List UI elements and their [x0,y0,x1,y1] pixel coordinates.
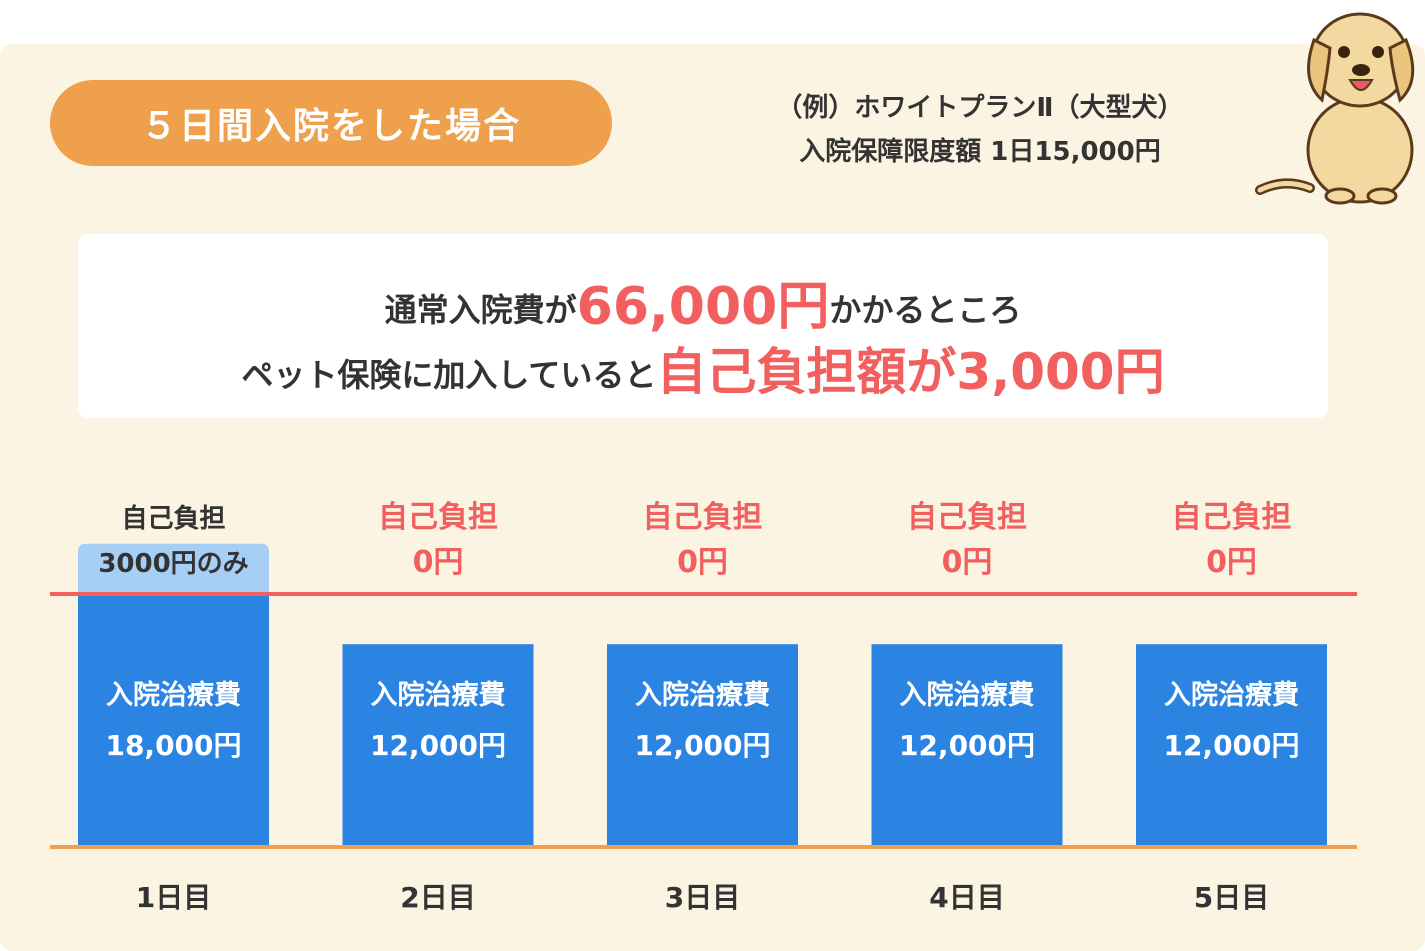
summary-line-2: ペット保険に加入していると自己負担額が3,000円 [78,332,1328,404]
bar-self-pay-day-1 [78,543,269,594]
self-pay-label-title: 自己負担 [643,500,763,535]
bar-label-value: 18,000円 [105,729,241,762]
bar-label-title: 入院治療費 [635,679,770,711]
bar-insured-day-2 [342,644,534,845]
x-tick-label: 2日目 [400,881,475,914]
page-title: ５日間入院をした場合 [50,80,612,166]
bar-label-title: 入院治療費 [900,679,1035,711]
summary-box: 通常入院費が66,000円かかるところ ペット保険に加入していると自己負担額が3… [78,234,1328,418]
plan-name: （例）ホワイトプランⅡ（大型犬） [776,93,1184,123]
bar-insured-day-1 [78,594,269,845]
self-pay-total: 自己負担額が3,000円 [656,343,1165,401]
bar-insured-day-4 [871,644,1063,845]
self-pay-label-title: 自己負担 [378,500,498,535]
self-pay-label-title: 自己負担 [907,500,1027,535]
plan-note: （例）ホワイトプランⅡ（大型犬） 入院保障限度額 1日15,000円 [700,86,1260,174]
bar-label-value: 12,000円 [1163,729,1299,762]
summary-line-1-prefix: 通常入院費が [384,291,577,329]
x-tick-label: 4日目 [929,881,1004,914]
bar-label-value: 12,000円 [899,729,1035,762]
self-pay-label-value: 0円 [677,545,728,580]
bar-label-value: 12,000円 [370,729,506,762]
bar-insured-day-5 [1136,644,1327,845]
plan-limit: 入院保障限度額 1日15,000円 [799,137,1161,167]
self-pay-label-title: 自己負担 [1172,500,1292,535]
bar-label-title: 入院治療費 [106,679,241,711]
normal-cost-amount: 66,000円 [576,277,830,337]
self-pay-label-value: 3000円のみ [98,549,248,579]
dog-illustration-icon [1255,12,1415,205]
bar-label-title: 入院治療費 [371,679,506,711]
summary-line-1-suffix: かかるところ [829,291,1022,329]
summary-line-2-prefix: ペット保険に加入していると [241,356,657,394]
x-tick-label: 5日目 [1194,881,1269,914]
self-pay-label-title: 自己負担 [121,503,225,534]
self-pay-label-value: 0円 [413,545,464,580]
self-pay-label-value: 0円 [1206,545,1257,580]
summary-line-1: 通常入院費が66,000円かかるところ [78,264,1328,339]
x-tick-label: 1日目 [136,881,211,914]
x-tick-label: 3日目 [665,881,740,914]
self-pay-label-value: 0円 [942,545,993,580]
bar-label-value: 12,000円 [634,729,770,762]
bar-insured-day-3 [607,644,798,845]
bar-label-title: 入院治療費 [1164,679,1299,711]
